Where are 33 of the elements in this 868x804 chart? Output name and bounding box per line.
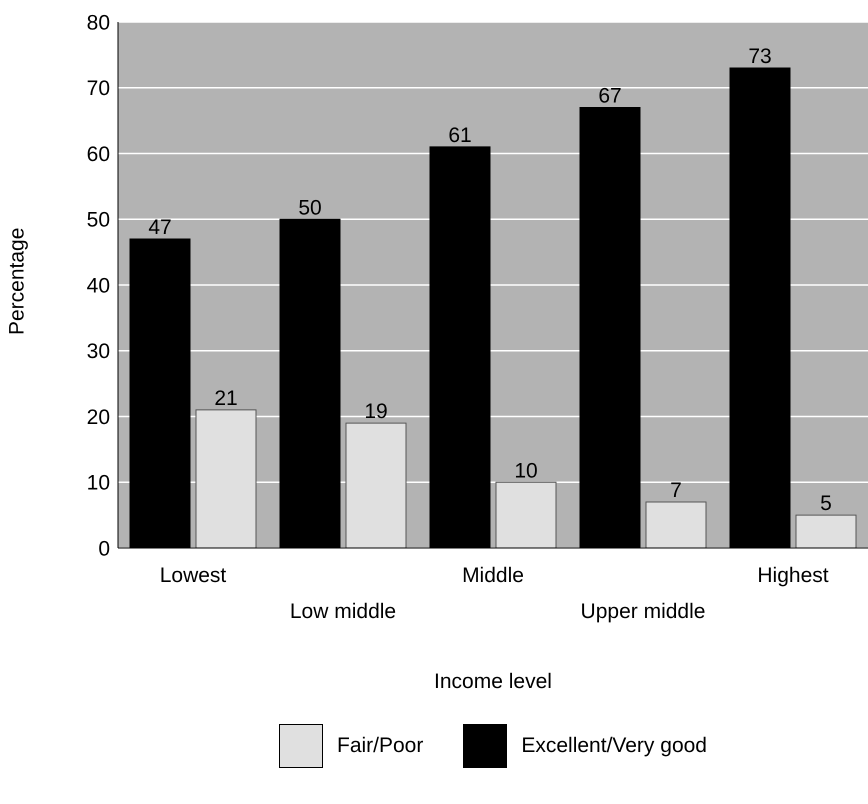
y-tick-label: 50 (86, 208, 110, 232)
x-tick-label: Lowest (160, 564, 226, 587)
y-tick-label: 40 (86, 274, 110, 298)
x-tick-label: Upper middle (580, 600, 706, 623)
data-label: 67 (598, 84, 622, 108)
data-label: 61 (448, 124, 472, 147)
data-label: 7 (670, 478, 682, 502)
x-axis-title: Income level (434, 670, 552, 693)
y-tick-label: 70 (86, 77, 110, 100)
data-label: 5 (820, 492, 832, 516)
data-label: 47 (148, 216, 172, 239)
data-label: 73 (748, 45, 772, 68)
bar (496, 482, 556, 548)
y-axis-title: Percentage (5, 228, 28, 335)
y-tick-label: 60 (86, 142, 110, 166)
data-label: 19 (364, 400, 388, 424)
bar (646, 501, 706, 548)
data-label: 10 (514, 459, 538, 482)
legend-label: Excellent/Very good (521, 734, 707, 758)
y-tick-label: 80 (86, 11, 110, 34)
legend-label: Fair/Poor (337, 734, 424, 758)
y-tick-label: 0 (98, 537, 110, 560)
x-tick-label: Low middle (290, 600, 396, 623)
data-label: 21 (214, 386, 238, 410)
y-tick-label: 20 (86, 406, 110, 429)
bar (796, 514, 856, 548)
bar (346, 422, 406, 548)
data-label: 50 (298, 196, 322, 220)
y-tick-label: 10 (86, 472, 110, 495)
x-tick-label: Highest (757, 564, 829, 587)
bar (196, 409, 256, 548)
y-tick-label: 30 (86, 340, 110, 364)
x-tick-label: Middle (462, 564, 524, 587)
